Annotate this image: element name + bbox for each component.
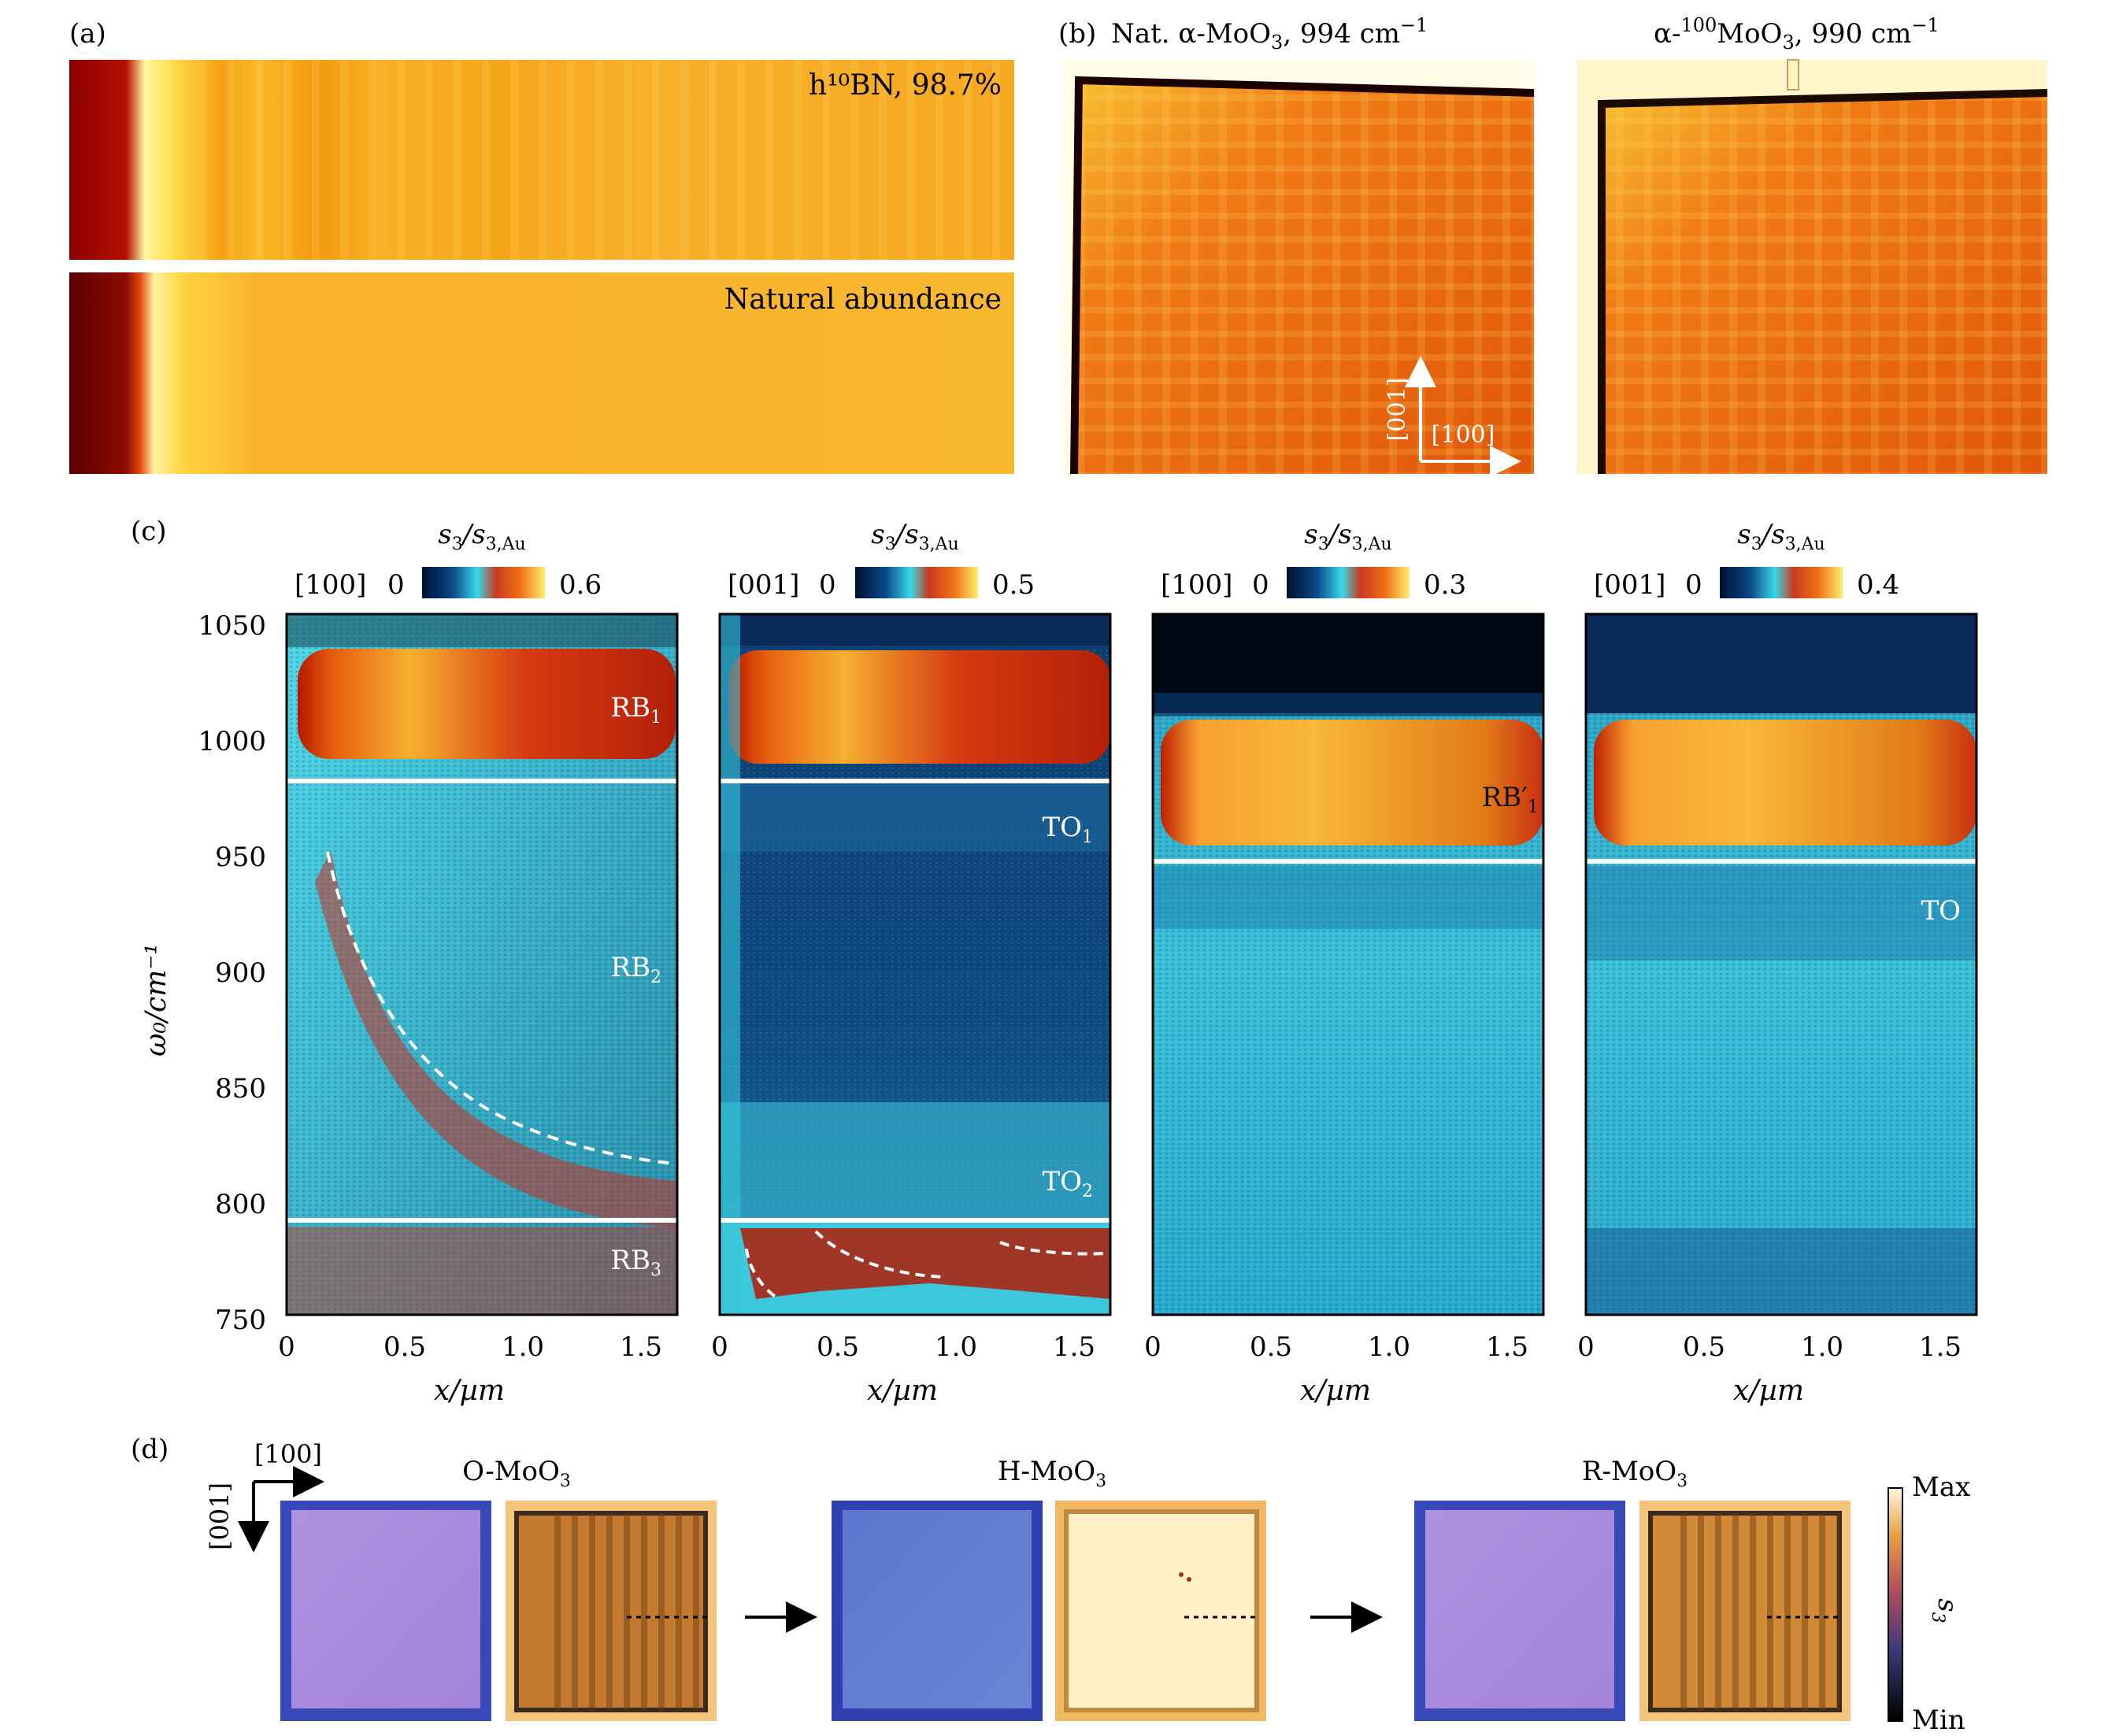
panel-b-axis-indicator: [001] [100] (1384, 356, 1521, 477)
c-subpanel-1: s3/s3,Au [100] 0 0.6 RB1 RB2 RB3 (285, 519, 679, 1316)
panel-b-map-isotopic (1576, 59, 2048, 474)
c2-xtick-1.5: 1.5 (1053, 1331, 1095, 1363)
panel-b-right-title: α-100MoO3, 990 cm−1 (1654, 14, 1939, 54)
c1-cbar-title: s3/s3,Au (438, 519, 525, 554)
c4-cbar-title: s3/s3,Au (1737, 519, 1825, 554)
c-ytick-1050: 1050 (198, 610, 266, 642)
c-subpanel-3: s3/s3,Au [100] 0 0.3 RB′1 (1151, 519, 1545, 1316)
c4-xtick-0.5: 0.5 (1683, 1331, 1725, 1363)
panel-label-c: (c) (131, 516, 167, 547)
panel-a-map-top (69, 60, 1014, 260)
c2-cmin: 0 (819, 569, 836, 601)
c2-cbar-title: s3/s3,Au (871, 519, 958, 554)
c-ytick-750: 750 (215, 1305, 266, 1336)
c-subpanel-4: s3/s3,Au [001] 0 0.4 TO (1584, 519, 1978, 1316)
d-h-nearfield (1055, 1501, 1266, 1721)
panel-a-bottom-label: Natural abundance (724, 283, 1002, 316)
d-r-nearfield (1639, 1501, 1851, 1721)
c1-xtick-0.5: 0.5 (383, 1331, 426, 1363)
c-ylabel: ω₀/cm⁻¹ (140, 943, 172, 1057)
c1-xtick-1.0: 1.0 (502, 1331, 544, 1363)
c1-cmax: 0.6 (559, 569, 602, 601)
d-o-nearfield (506, 1501, 717, 1721)
panel-label-b: (b) Nat. α-MoO3, 994 cm−1 (1058, 14, 1428, 54)
c3-label-rb1prime: RB′1 (1482, 782, 1539, 817)
d-stage-h: H-MoO3 (998, 1456, 1106, 1491)
c1-cmin: 0 (387, 569, 405, 601)
c2-label-to2: TO2 (1042, 1166, 1093, 1201)
panel-label-a: (a) (69, 18, 106, 50)
c1-xtick-1.5: 1.5 (620, 1331, 662, 1363)
c3-xtick-0.5: 0.5 (1250, 1331, 1292, 1363)
c1-label-rb3: RB3 (610, 1245, 661, 1280)
d-axis-001: [001] (205, 1482, 235, 1550)
c3-direction: [100] (1161, 569, 1232, 601)
c2-cmax: 0.5 (992, 569, 1035, 601)
d-r-optical (1414, 1501, 1625, 1721)
c4-cmax: 0.4 (1857, 569, 1899, 601)
d-o-optical (280, 1501, 491, 1721)
c2-xtick-1.0: 1.0 (935, 1331, 977, 1363)
c3-xlabel: x/µm (1300, 1375, 1371, 1407)
c-yticks: 1050 1000 950 900 850 800 750 (198, 610, 266, 1336)
c4-cmin: 0 (1685, 569, 1702, 601)
d-h-optical (832, 1501, 1043, 1721)
c1-label-rb2: RB2 (610, 952, 661, 987)
d-colorbar-label: s3 (1928, 1598, 1963, 1623)
panel-a-top-label: h¹⁰BN, 98.7% (809, 69, 1002, 102)
c2-label-to1: TO1 (1042, 812, 1093, 847)
c1-xtick-0: 0 (278, 1331, 295, 1363)
panel-b-axis-100: [100] (1432, 421, 1495, 449)
panel-b-map-natural (1063, 60, 1535, 475)
d-axis-indicator: [100] [001] (205, 1439, 324, 1553)
panel-label-d: (d) (131, 1434, 169, 1465)
c4-xlabel: x/µm (1733, 1375, 1804, 1407)
panel-a-map-bottom (69, 272, 1014, 474)
d-colorbar-min: Min (1912, 1705, 1965, 1736)
c3-cbar-title: s3/s3,Au (1304, 519, 1391, 554)
d-stage-r: R-MoO3 (1582, 1456, 1688, 1491)
c-subpanel-2: s3/s3,Au [001] 0 0.5 TO1 TO2 (718, 519, 1112, 1316)
c-xticks: 0 0.5 1.0 1.5 0 0.5 1.0 1.5 0 0.5 1.0 1.… (278, 1331, 1962, 1363)
c3-cmax: 0.3 (1424, 569, 1466, 601)
c4-xtick-0: 0 (1577, 1331, 1595, 1363)
d-colorbar-max: Max (1912, 1471, 1970, 1503)
c-xlabels: x/µm x/µm x/µm x/µm (434, 1375, 1804, 1407)
c1-colorbar (422, 567, 545, 598)
c-ytick-800: 800 (215, 1189, 266, 1220)
c4-direction: [001] (1594, 569, 1665, 601)
c2-xlabel: x/µm (867, 1375, 938, 1407)
panel-b-axis-001: [001] (1384, 378, 1411, 442)
c1-direction: [100] (295, 569, 366, 601)
c-ytick-1000: 1000 (198, 726, 266, 757)
c4-colorbar (1720, 567, 1843, 598)
c2-colorbar (855, 567, 978, 598)
c4-label-to: TO (1921, 895, 1961, 927)
c4-xtick-1.0: 1.0 (1801, 1331, 1843, 1363)
c2-direction: [001] (728, 569, 799, 601)
c3-xtick-1.0: 1.0 (1368, 1331, 1410, 1363)
c-ytick-850: 850 (215, 1073, 266, 1105)
c1-xlabel: x/µm (434, 1375, 505, 1407)
d-colorbar: Max Min s3 (1888, 1471, 1970, 1736)
c1-label-rb1: RB1 (610, 692, 661, 727)
c3-colorbar (1287, 567, 1410, 598)
c-ytick-950: 950 (215, 842, 266, 873)
c3-xtick-0: 0 (1144, 1331, 1161, 1363)
d-axis-100: [100] (254, 1439, 322, 1469)
d-stage-o: O-MoO3 (462, 1456, 571, 1491)
c3-cmin: 0 (1252, 569, 1269, 601)
c2-xtick-0.5: 0.5 (817, 1331, 859, 1363)
c2-xtick-0: 0 (711, 1331, 728, 1363)
c3-xtick-1.5: 1.5 (1486, 1331, 1528, 1363)
c-ytick-900: 900 (215, 957, 266, 989)
c4-xtick-1.5: 1.5 (1919, 1331, 1962, 1363)
